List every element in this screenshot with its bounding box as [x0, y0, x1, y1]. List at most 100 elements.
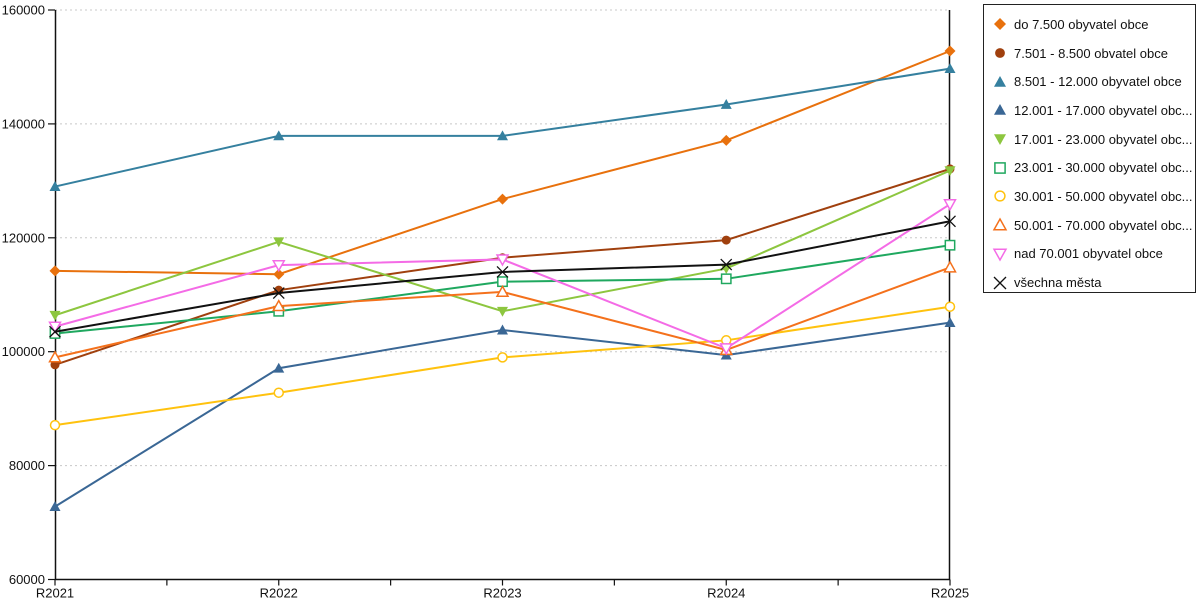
- legend-item-6: 23.001 - 30.000 obyvatel obc...: [984, 153, 1195, 182]
- data-point-marker: [720, 134, 732, 146]
- legend-label: 8.501 - 12.000 obyvatel obce: [1014, 74, 1182, 90]
- data-point-marker: [992, 217, 1008, 231]
- y-tick-label: 160000: [2, 3, 45, 18]
- data-point-marker: [273, 362, 285, 373]
- x-tick-label: R2021: [36, 586, 74, 600]
- y-tick-label: 80000: [9, 458, 45, 473]
- triangle-up-filled-legend-icon: [994, 104, 1006, 116]
- series-4: [49, 317, 956, 512]
- series-9: [48, 199, 957, 356]
- data-point-marker: [49, 419, 61, 431]
- data-point-marker: [497, 306, 508, 317]
- data-point-marker: [495, 254, 510, 267]
- data-point-marker: [495, 284, 510, 298]
- data-point-marker: [994, 190, 1006, 203]
- data-point-marker: [992, 248, 1008, 262]
- legend-label: 17.001 - 23.000 obyvatel obc...: [1014, 131, 1193, 147]
- data-point-marker: [943, 260, 957, 273]
- series-3: [49, 63, 956, 191]
- triangle-up-outline-legend-icon: [992, 217, 1008, 231]
- legend-label: všechna města: [1014, 275, 1102, 291]
- data-point-marker: [995, 48, 1005, 58]
- y-tick-label: 120000: [2, 230, 45, 245]
- data-point-marker: [994, 104, 1006, 116]
- data-point-marker: [271, 259, 286, 273]
- x-tick-label: R2022: [260, 586, 298, 600]
- data-point-marker: [273, 130, 285, 141]
- series-1: [49, 45, 956, 280]
- legend-item-3: 8.501 - 12.000 obyvatel obce: [984, 67, 1195, 96]
- data-point-marker: [994, 18, 1006, 31]
- legend-item-8: 50.001 - 70.000 obyvatel obc...: [984, 211, 1195, 240]
- data-point-marker: [497, 352, 508, 363]
- data-point-marker: [944, 239, 956, 251]
- y-tick-label: 60000: [9, 572, 45, 587]
- data-point-marker: [943, 199, 957, 212]
- legend-label: 23.001 - 30.000 obyvatel obc...: [1014, 160, 1193, 176]
- data-point-marker: [273, 387, 285, 398]
- legend-item-5: 17.001 - 23.000 obyvatel obc...: [984, 125, 1195, 154]
- data-point-marker: [496, 266, 509, 278]
- data-point-marker: [944, 63, 956, 74]
- legend-label: 50.001 - 70.000 obyvatel obc...: [1014, 217, 1193, 233]
- series-5: [49, 166, 956, 321]
- x-tick-label: R2023: [483, 586, 521, 600]
- triangle-down-outline-legend-icon: [992, 248, 1008, 262]
- data-point-marker: [497, 193, 508, 205]
- data-point-marker: [273, 237, 285, 248]
- data-point-marker: [720, 99, 732, 109]
- x-tick-label: R2024: [707, 586, 745, 600]
- legend-item-1: do 7.500 obyvatel obce: [984, 10, 1195, 39]
- series-line: [54, 321, 951, 508]
- circle-outline-legend-icon: [994, 190, 1006, 203]
- data-point-marker: [48, 350, 62, 363]
- data-point-marker: [49, 325, 61, 338]
- legend-label: nad 70.001 obyvatel obce: [1014, 246, 1163, 262]
- data-point-marker: [272, 287, 285, 300]
- data-point-marker: [994, 75, 1006, 87]
- data-point-marker: [994, 161, 1006, 174]
- data-point-marker: [720, 273, 732, 285]
- legend-item-7: 30.001 - 50.000 obyvatel obc...: [984, 182, 1195, 211]
- legend-item-4: 12.001 - 17.000 obyvatel obc...: [984, 96, 1195, 125]
- diamond-filled-legend-icon: [994, 18, 1006, 31]
- data-point-marker: [48, 321, 62, 334]
- data-point-marker: [944, 45, 956, 57]
- y-tick-label: 140000: [2, 116, 45, 131]
- data-point-marker: [720, 258, 733, 271]
- legend-item-9: nad 70.001 obyvatel obce: [984, 240, 1195, 269]
- legend-label: do 7.500 obyvatel obce: [1014, 16, 1149, 32]
- x-legend-icon: [993, 276, 1007, 289]
- x-tick-label: R2025: [931, 586, 969, 600]
- y-tick-label: 100000: [2, 344, 45, 359]
- triangle-up-filled-legend-icon: [994, 75, 1006, 87]
- legend-label: 7.501 - 8.500 obvatel obce: [1014, 45, 1168, 61]
- data-point-marker: [944, 215, 956, 228]
- data-point-marker: [49, 501, 61, 512]
- data-point-marker: [49, 310, 61, 321]
- series-10: [49, 215, 956, 338]
- data-point-marker: [944, 301, 956, 312]
- legend-label: 12.001 - 17.000 obyvatel obc...: [1014, 102, 1193, 118]
- data-point-marker: [719, 343, 734, 356]
- data-point-marker: [497, 324, 508, 335]
- legend: do 7.500 obyvatel obce 7.501 - 8.500 obva…: [983, 4, 1196, 293]
- data-point-marker: [994, 134, 1006, 146]
- square-outline-legend-icon: [994, 161, 1006, 174]
- data-point-marker: [993, 276, 1007, 289]
- series-line: [54, 67, 951, 188]
- series-7: [49, 301, 956, 431]
- circle-filled-legend-icon: [995, 48, 1005, 58]
- series-line: [54, 50, 951, 276]
- legend-item-10: všechna města: [984, 268, 1195, 297]
- data-point-marker: [271, 299, 286, 312]
- data-point-marker: [944, 317, 956, 328]
- data-point-marker: [273, 268, 285, 280]
- legend-item-2: 7.501 - 8.500 obvatel obce: [984, 39, 1195, 68]
- series-line: [54, 305, 951, 427]
- data-point-marker: [49, 265, 61, 277]
- data-point-marker: [49, 181, 61, 191]
- data-point-marker: [721, 235, 731, 245]
